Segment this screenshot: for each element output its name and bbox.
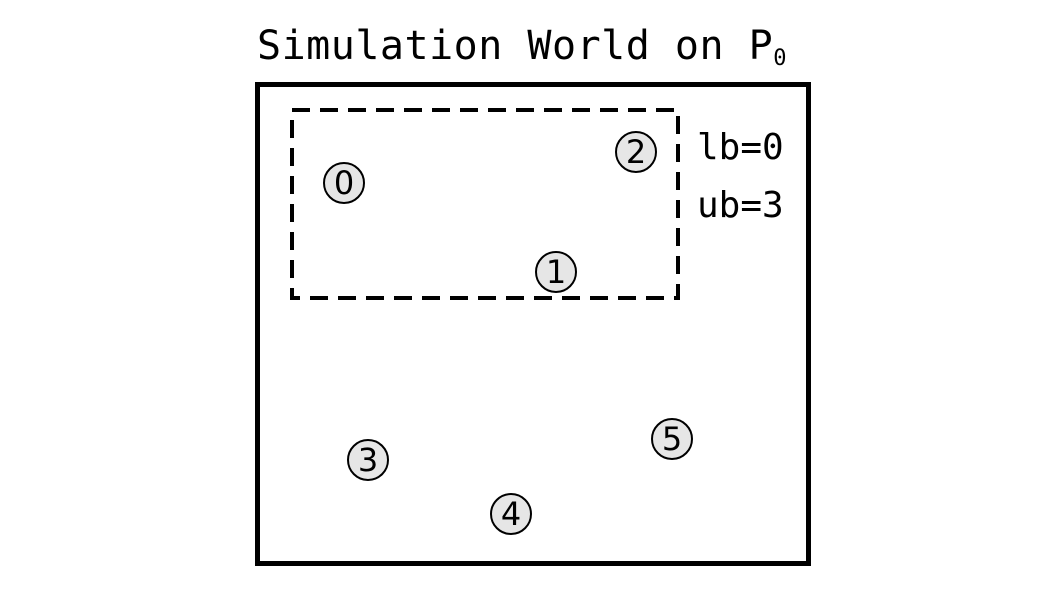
partition-region-dashed-outline — [290, 108, 680, 300]
diagram-title: Simulation World on P0 — [257, 22, 787, 83]
agent-3: 3 — [347, 439, 389, 481]
agent-4: 4 — [490, 493, 532, 535]
agent-1: 1 — [535, 251, 577, 293]
title-subscript: 0 — [773, 46, 787, 71]
agent-5: 5 — [651, 418, 693, 460]
agent-0: 0 — [323, 162, 365, 204]
partition-region — [290, 108, 680, 300]
agent-2: 2 — [615, 131, 657, 173]
upper-bound-label: ub=3 — [697, 185, 784, 226]
lower-bound-label: lb=0 — [697, 127, 784, 168]
simulation-world-border — [255, 82, 811, 566]
title-text: Simulation World on P — [257, 23, 774, 69]
